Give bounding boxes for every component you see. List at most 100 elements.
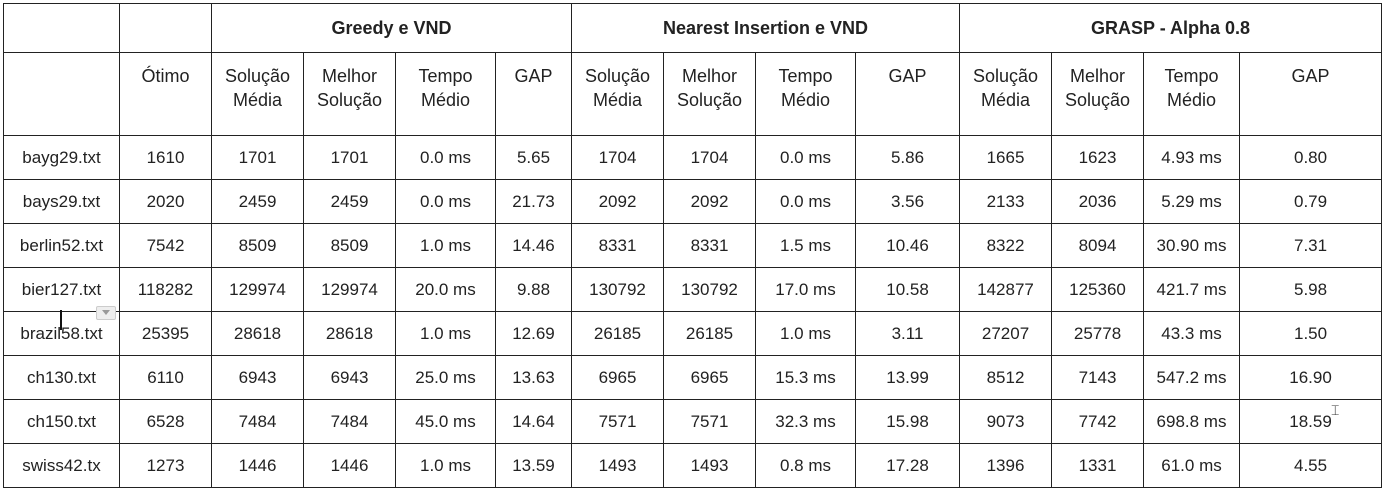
cell-g2-solucao-media[interactable]: 6965 [571, 355, 664, 400]
cell-g1-tempo-medio[interactable]: 1.0 ms [395, 223, 496, 268]
cell-g1-solucao-media[interactable]: 1701 [211, 135, 304, 180]
cell-g2-solucao-media[interactable]: 8331 [571, 223, 664, 268]
cell-g1-tempo-medio[interactable]: 25.0 ms [395, 355, 496, 400]
cell-g2-melhor-solucao[interactable]: 8331 [663, 223, 756, 268]
cell-g2-melhor-solucao[interactable]: 1704 [663, 135, 756, 180]
cell-otimo[interactable]: 25395 [119, 311, 212, 356]
header-g1-tempo-medio[interactable]: Tempo Médio [395, 52, 496, 136]
cell-g3-gap[interactable]: 1.50 [1239, 311, 1383, 356]
cell-g2-gap[interactable]: 3.11 [854, 311, 961, 356]
blank-header-cell[interactable] [119, 3, 212, 53]
cell-g3-tempo-medio[interactable]: 5.29 ms [1143, 179, 1241, 224]
cell-g1-melhor-solucao[interactable]: 1446 [303, 443, 396, 488]
header-g3-solucao-media[interactable]: Solução Média [959, 52, 1053, 136]
cell-g2-gap[interactable]: 5.86 [854, 135, 961, 180]
cell-g2-gap[interactable]: 13.99 [854, 355, 961, 400]
cell-g3-gap[interactable]: 0.79 [1239, 179, 1383, 224]
cell-g2-melhor-solucao[interactable]: 6965 [663, 355, 756, 400]
cell-g3-solucao-media[interactable]: 1665 [959, 135, 1053, 180]
cell-g3-solucao-media[interactable]: 27207 [959, 311, 1053, 356]
cell-g1-tempo-medio[interactable]: 0.0 ms [395, 179, 496, 224]
cell-g1-melhor-solucao[interactable]: 28618 [303, 311, 396, 356]
cell-g1-solucao-media[interactable]: 28618 [211, 311, 304, 356]
cell-g3-melhor-solucao[interactable]: 7742 [1051, 399, 1145, 444]
cell-g2-melhor-solucao[interactable]: 130792 [663, 267, 756, 312]
cell-g1-gap[interactable]: 13.59 [495, 443, 572, 488]
cell-g2-melhor-solucao[interactable]: 7571 [663, 399, 756, 444]
cell-g3-solucao-media[interactable]: 142877 [959, 267, 1053, 312]
header-g1-melhor-solucao[interactable]: Melhor Solução [303, 52, 396, 136]
header-g2-gap[interactable]: GAP [854, 52, 961, 136]
cell-g2-melhor-solucao[interactable]: 26185 [663, 311, 756, 356]
header-g3-melhor-solucao[interactable]: Melhor Solução [1051, 52, 1145, 136]
cell-g1-solucao-media[interactable]: 1446 [211, 443, 304, 488]
cell-g3-tempo-medio[interactable]: 4.93 ms [1143, 135, 1241, 180]
cell-otimo[interactable]: 1273 [119, 443, 212, 488]
cell-g1-solucao-media[interactable]: 2459 [211, 179, 304, 224]
cell-g2-tempo-medio[interactable]: 32.3 ms [755, 399, 856, 444]
cell-g3-gap[interactable]: 4.55 [1239, 443, 1383, 488]
cell-g1-gap[interactable]: 13.63 [495, 355, 572, 400]
cell-g2-tempo-medio[interactable]: 1.5 ms [755, 223, 856, 268]
cell-g1-gap[interactable]: 14.64 [495, 399, 572, 444]
cell-g3-gap[interactable]: 7.31 [1239, 223, 1383, 268]
cell-instance[interactable]: ch130.txt [3, 355, 120, 400]
cell-g3-solucao-media[interactable]: 1396 [959, 443, 1053, 488]
cell-dropdown-arrow-icon[interactable] [96, 306, 116, 320]
cell-g3-melhor-solucao[interactable]: 8094 [1051, 223, 1145, 268]
cell-g1-gap[interactable]: 12.69 [495, 311, 572, 356]
cell-g3-gap[interactable]: 0.80 [1239, 135, 1383, 180]
cell-g1-solucao-media[interactable]: 129974 [211, 267, 304, 312]
cell-g2-tempo-medio[interactable]: 0.0 ms [755, 179, 856, 224]
cell-g3-gap[interactable]: 5.98 [1239, 267, 1383, 312]
cell-g3-melhor-solucao[interactable]: 1623 [1051, 135, 1145, 180]
cell-g1-solucao-media[interactable]: 8509 [211, 223, 304, 268]
cell-otimo[interactable]: 6528 [119, 399, 212, 444]
cell-g1-solucao-media[interactable]: 7484 [211, 399, 304, 444]
cell-g1-tempo-medio[interactable]: 20.0 ms [395, 267, 496, 312]
cell-g2-solucao-media[interactable]: 7571 [571, 399, 664, 444]
header-g2-melhor-solucao[interactable]: Melhor Solução [663, 52, 756, 136]
cell-g1-melhor-solucao[interactable]: 8509 [303, 223, 396, 268]
cell-g1-melhor-solucao[interactable]: 6943 [303, 355, 396, 400]
cell-g1-melhor-solucao[interactable]: 129974 [303, 267, 396, 312]
corner-cell[interactable] [3, 3, 120, 53]
cell-g1-tempo-medio[interactable]: 0.0 ms [395, 135, 496, 180]
cell-g1-tempo-medio[interactable]: 1.0 ms [395, 443, 496, 488]
cell-instance[interactable]: bayg29.txt [3, 135, 120, 180]
cell-g1-melhor-solucao[interactable]: 7484 [303, 399, 396, 444]
cell-g1-tempo-medio[interactable]: 45.0 ms [395, 399, 496, 444]
cell-g3-solucao-media[interactable]: 8322 [959, 223, 1053, 268]
cell-otimo[interactable]: 2020 [119, 179, 212, 224]
header-g3-gap[interactable]: GAP [1239, 52, 1383, 136]
cell-g2-gap[interactable]: 15.98 [854, 399, 961, 444]
cell-otimo[interactable]: 118282 [119, 267, 212, 312]
cell-g1-gap[interactable]: 9.88 [495, 267, 572, 312]
cell-g3-tempo-medio[interactable]: 421.7 ms [1143, 267, 1241, 312]
cell-g1-gap[interactable]: 5.65 [495, 135, 572, 180]
cell-g2-gap[interactable]: 3.56 [854, 179, 961, 224]
cell-g3-solucao-media[interactable]: 8512 [959, 355, 1053, 400]
cell-g2-solucao-media[interactable]: 1493 [571, 443, 664, 488]
cell-instance[interactable]: ch150.txt [3, 399, 120, 444]
cell-g2-tempo-medio[interactable]: 0.8 ms [755, 443, 856, 488]
cell-g2-melhor-solucao[interactable]: 1493 [663, 443, 756, 488]
header-g1-solucao-media[interactable]: Solução Média [211, 52, 304, 136]
cell-otimo[interactable]: 7542 [119, 223, 212, 268]
group-grasp[interactable]: GRASP - Alpha 0.8 [959, 3, 1383, 53]
cell-instance[interactable]: bier127.txt [3, 267, 120, 312]
cell-g2-tempo-medio[interactable]: 15.3 ms [755, 355, 856, 400]
cell-g3-tempo-medio[interactable]: 30.90 ms [1143, 223, 1241, 268]
cell-g3-melhor-solucao[interactable]: 7143 [1051, 355, 1145, 400]
cell-otimo[interactable]: 6110 [119, 355, 212, 400]
group-greedy-vnd[interactable]: Greedy e VND [211, 3, 572, 53]
instance-header-cell[interactable] [3, 52, 120, 136]
cell-g2-solucao-media[interactable]: 26185 [571, 311, 664, 356]
group-nearest-insertion-vnd[interactable]: Nearest Insertion e VND [570, 3, 961, 53]
cell-g3-tempo-medio[interactable]: 43.3 ms [1143, 311, 1241, 356]
cell-g1-solucao-media[interactable]: 6943 [211, 355, 304, 400]
cell-g3-tempo-medio[interactable]: 698.8 ms [1143, 399, 1241, 444]
cell-g2-gap[interactable]: 10.46 [854, 223, 961, 268]
cell-g1-melhor-solucao[interactable]: 2459 [303, 179, 396, 224]
cell-g3-solucao-media[interactable]: 9073 [959, 399, 1053, 444]
